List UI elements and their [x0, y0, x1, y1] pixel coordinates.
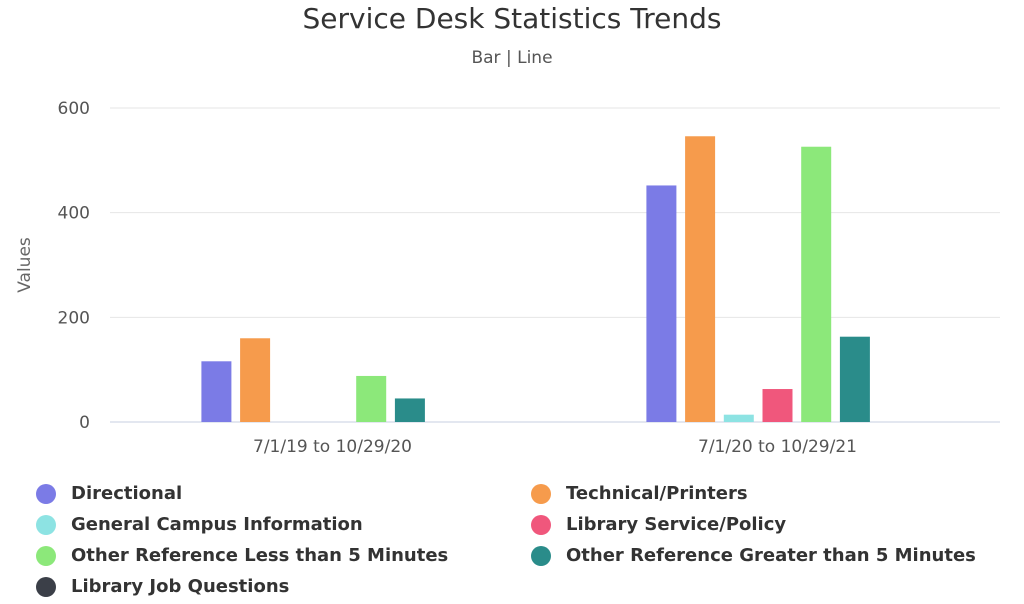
bar: [762, 389, 793, 422]
y-tick-label: 200: [58, 308, 90, 328]
legend-item[interactable]: Other Reference Greater than 5 Minutes: [531, 545, 976, 566]
chart-plot-area: 0 200 400 600 Values 7/1/19 to 10/29/20 7/1/20…: [15, 99, 1000, 457]
legend-item[interactable]: Library Service/Policy: [531, 514, 786, 535]
legend-item[interactable]: Library Job Questions: [36, 576, 289, 597]
y-tick-label: 600: [58, 99, 90, 119]
chart-type-switcher: Bar | Line: [0, 48, 1024, 68]
bar: [394, 398, 425, 422]
line-toggle[interactable]: Line: [517, 48, 553, 68]
legend-label: Library Service/Policy: [566, 514, 787, 535]
legend-label: General Campus Information: [71, 514, 363, 535]
x-tick-label: 7/1/19 to 10/29/20: [253, 437, 412, 457]
bar: [240, 338, 271, 422]
legend-swatch: [36, 483, 56, 504]
legend-swatch: [531, 483, 551, 504]
legend-item[interactable]: General Campus Information: [36, 514, 363, 535]
legend-label: Technical/Printers: [566, 483, 748, 504]
legend-swatch: [531, 545, 551, 566]
legend-swatch: [36, 545, 56, 566]
legend-item[interactable]: Technical/Printers: [531, 483, 748, 504]
legend-item[interactable]: Other Reference Less than 5 Minutes: [36, 545, 448, 566]
x-tick-label: 7/1/20 to 10/29/21: [698, 437, 857, 457]
legend-swatch: [36, 514, 56, 535]
y-tick-label: 0: [79, 413, 90, 433]
legend-label: Other Reference Less than 5 Minutes: [71, 545, 449, 566]
bar: [356, 375, 387, 422]
chart-title: Service Desk Statistics Trends: [302, 2, 722, 35]
y-axis-label: Values: [15, 237, 35, 293]
bar: [839, 336, 870, 422]
bar: [646, 185, 677, 422]
legend-swatch: [36, 576, 56, 597]
bar-toggle[interactable]: Bar: [471, 48, 501, 68]
legend-swatch: [531, 514, 551, 535]
legend-label: Other Reference Greater than 5 Minutes: [566, 545, 976, 566]
bar: [723, 414, 754, 422]
y-tick-label: 400: [58, 204, 90, 224]
legend-item[interactable]: Directional: [36, 483, 182, 504]
toggle-separator: |: [505, 48, 512, 68]
legend-label: Library Job Questions: [71, 576, 290, 597]
legend-label: Directional: [71, 483, 183, 504]
bar: [201, 361, 232, 422]
bar: [801, 146, 832, 422]
bar: [685, 136, 716, 422]
